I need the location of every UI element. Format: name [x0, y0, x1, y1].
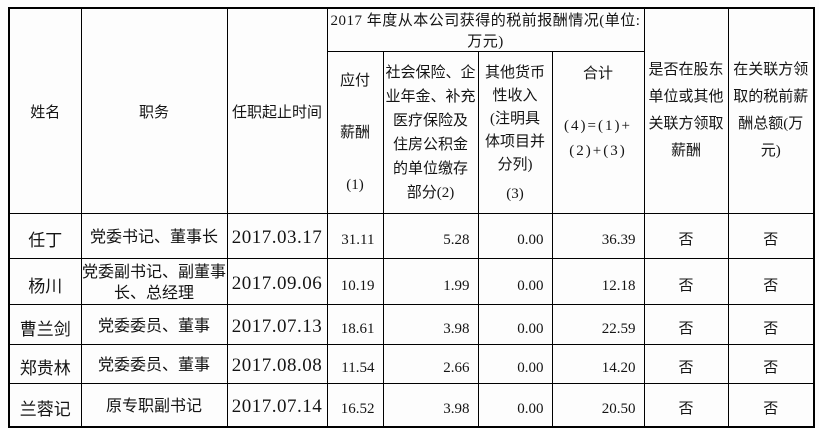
cell-social: 3.98 — [382, 383, 479, 427]
cell-name: 曹兰剑 — [8, 304, 82, 345]
header-other-income: 其他货币 性收入 (注明具 体项目并 分列) (3) — [477, 51, 553, 214]
cell-term: 2017.03.17 — [226, 213, 328, 259]
cell-total: 36.39 — [551, 213, 645, 259]
header-social-insurance: 社会保险、企 业年金、补充 医疗保险及 住房公积金 的单位缴存 部分(2) — [382, 51, 479, 214]
cell-name: 任丁 — [8, 213, 82, 259]
cell-total: 14.20 — [551, 344, 645, 384]
cell-related-amt: 否 — [727, 383, 815, 427]
cell-social: 3.98 — [382, 304, 479, 345]
cell-term: 2017.09.06 — [226, 258, 328, 305]
cell-related-amt: 否 — [727, 344, 815, 384]
cell-name: 郑贵林 — [8, 344, 82, 384]
cell-related-amt: 否 — [727, 304, 815, 345]
cell-payable: 16.52 — [326, 383, 384, 427]
cell-position: 党委委员、董事 — [80, 344, 228, 384]
cell-related-q: 否 — [643, 258, 729, 305]
header-name: 姓名 — [8, 7, 82, 214]
cell-related-q: 否 — [643, 383, 729, 427]
compensation-table: 姓名 职务 任职起止时间 2017 年度从本公司获得的税前报酬情况(单位:万元)… — [8, 7, 815, 428]
cell-related-amt: 否 — [727, 213, 815, 259]
cell-social: 2.66 — [382, 344, 479, 384]
header-total-wrap: 合计 (4)=(1)+ (2)+(3) — [553, 53, 643, 213]
header-compensation-group-title: 2017 年度从本公司获得的税前报酬情况(单位:万元) — [326, 7, 645, 52]
header-related-party-amount: 在关联方领 取的税前薪 酬总额(万 元) — [727, 7, 815, 214]
header-row-top: 姓名 职务 任职起止时间 2017 年度从本公司获得的税前报酬情况(单位:万元)… — [8, 7, 815, 214]
cell-other: 0.00 — [477, 213, 553, 259]
header-other-income-wrap: 其他货币 性收入 (注明具 体项目并 分列) (3) — [479, 53, 551, 213]
table-row: 郑贵林 党委委员、董事 2017.08.08 11.54 2.66 0.00 1… — [8, 344, 815, 384]
header-total: 合计 (4)=(1)+ (2)+(3) — [551, 51, 645, 214]
cell-other: 0.00 — [477, 383, 553, 427]
cell-other: 0.00 — [477, 304, 553, 345]
cell-term: 2017.07.13 — [226, 304, 328, 345]
cell-total: 20.50 — [551, 383, 645, 427]
cell-social: 1.99 — [382, 258, 479, 305]
header-related-party-question: 是否在股东 单位或其他 关联方领取 薪酬 — [643, 7, 729, 214]
cell-name: 兰蓉记 — [8, 383, 82, 427]
table-row: 任丁 党委书记、董事长 2017.03.17 31.11 5.28 0.00 3… — [8, 213, 815, 259]
header-other-income-text: 其他货币 性收入 (注明具 体项目并 分列) — [484, 64, 545, 173]
cell-position: 党委副书记、副董事长、总经理 — [80, 258, 228, 305]
cell-payable: 18.61 — [326, 304, 384, 345]
cell-payable: 31.11 — [326, 213, 384, 259]
cell-total: 12.18 — [551, 258, 645, 305]
cell-term: 2017.07.14 — [226, 383, 328, 427]
header-total-formula: (4)=(1)+ (2)+(3) — [564, 117, 632, 159]
header-payable-salary: 应付 薪酬 (1) — [326, 51, 384, 214]
cell-position: 党委书记、董事长 — [80, 213, 228, 259]
cell-related-amt: 否 — [727, 258, 815, 305]
cell-social: 5.28 — [382, 213, 479, 259]
table-row: 兰蓉记 原专职副书记 2017.07.14 16.52 3.98 0.00 20… — [8, 383, 815, 427]
cell-related-q: 否 — [643, 304, 729, 345]
header-other-income-number: (3) — [506, 185, 524, 202]
cell-total: 22.59 — [551, 304, 645, 345]
header-position: 职务 — [80, 7, 228, 214]
cell-payable: 10.19 — [326, 258, 384, 305]
table-row: 曹兰剑 党委委员、董事 2017.07.13 18.61 3.98 0.00 2… — [8, 304, 815, 345]
cell-name: 杨川 — [8, 258, 82, 305]
cell-related-q: 否 — [643, 344, 729, 384]
cell-payable: 11.54 — [326, 344, 384, 384]
header-total-label: 合计 — [582, 65, 613, 82]
header-term: 任职起止时间 — [226, 7, 328, 214]
cell-term: 2017.08.08 — [226, 344, 328, 384]
header-row-sub: 应付 薪酬 (1) 社会保险、企 业年金、补充 医疗保险及 住房公积金 的单位缴… — [9, 51, 814, 214]
cell-position: 党委委员、董事 — [80, 304, 228, 345]
cell-other: 0.00 — [477, 344, 553, 384]
cell-position: 原专职副书记 — [80, 383, 228, 427]
cell-related-q: 否 — [643, 213, 729, 259]
table-row: 杨川 党委副书记、副董事长、总经理 2017.09.06 10.19 1.99 … — [8, 258, 815, 305]
cell-other: 0.00 — [477, 258, 553, 305]
